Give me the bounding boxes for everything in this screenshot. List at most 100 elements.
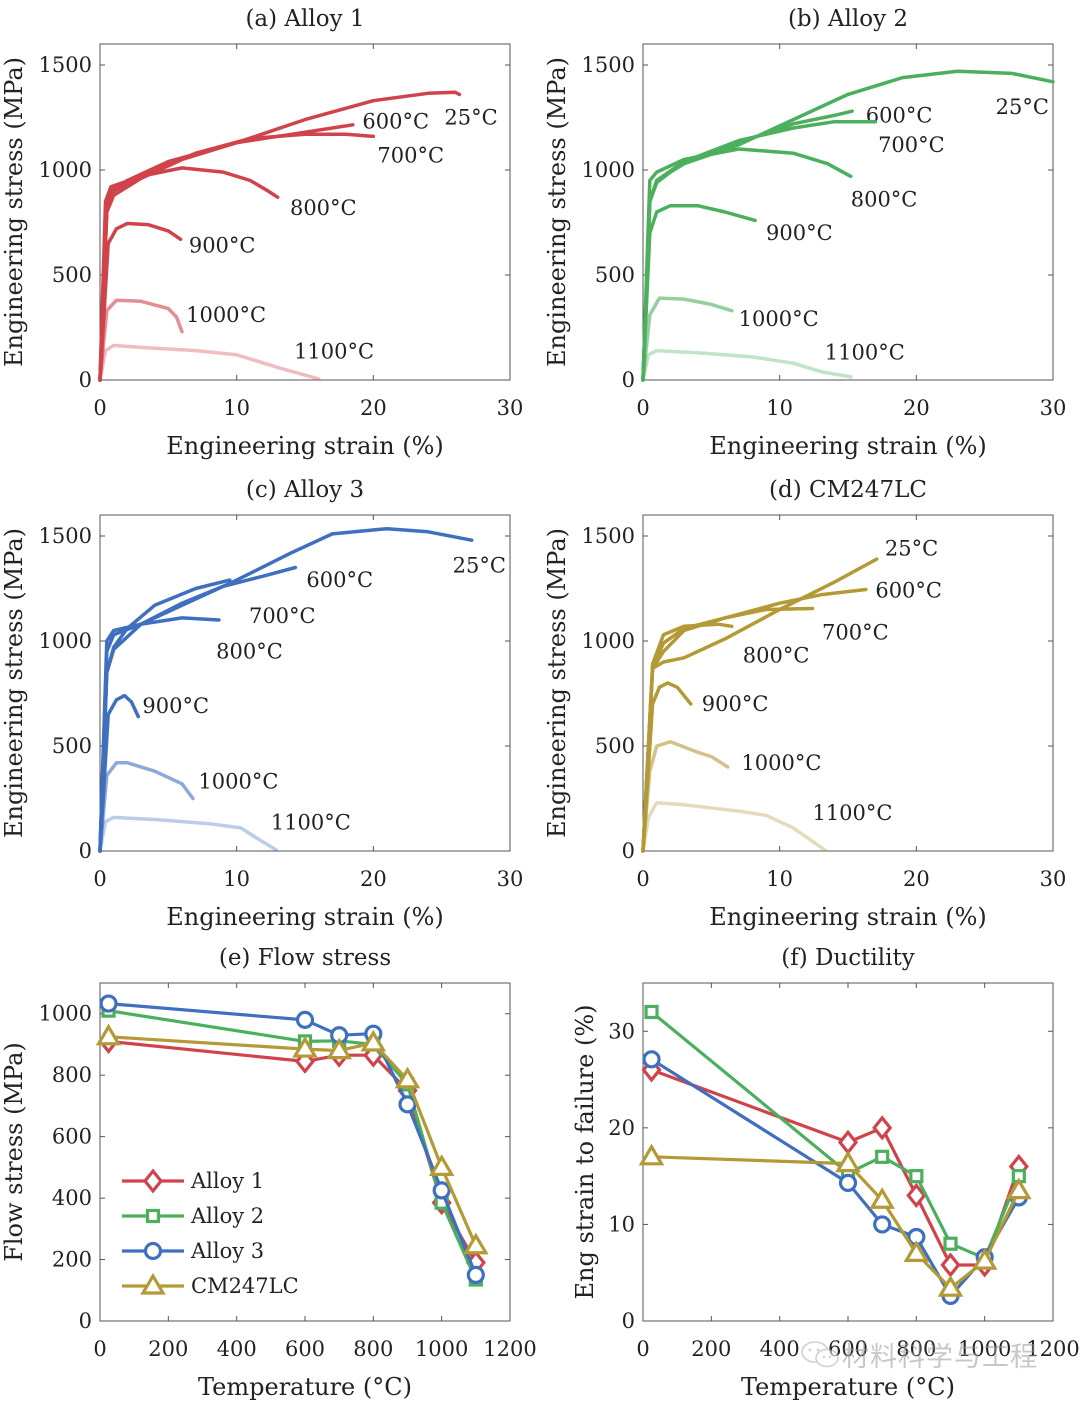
curve-label: 600°C [362,110,429,134]
curve-label: 900°C [142,694,209,718]
y-tick-label: 600 [52,1125,92,1149]
x-tick-label: 30 [497,867,524,891]
marker-circle [99,994,118,1013]
y-axis-label: Eng strain to failure (%) [571,1004,599,1299]
y-tick-label: 0 [79,839,92,863]
y-tick-label: 0 [622,839,635,863]
marker-triangle [428,1154,455,1176]
curve-label: 1000°C [741,751,821,775]
curve-25c [641,69,1055,382]
curve-label: 1000°C [198,770,278,794]
x-tick-label: 30 [1040,867,1067,891]
y-tick-label: 0 [79,1309,92,1333]
series-cm247lc [638,1143,1032,1297]
chart-title: (a) Alloy 1 [245,6,364,32]
x-tick-label: 600 [828,1337,868,1361]
y-tick-label: 400 [52,1186,92,1210]
marker-circle [295,1010,315,1029]
curve-label: 800°C [743,644,810,668]
curve-900c [641,681,693,853]
curve-label: 800°C [216,640,283,664]
marker-diamond [837,1129,859,1155]
x-tick-label: 20 [360,867,387,891]
x-tick-label: 400 [217,1337,257,1361]
y-tick-label: 500 [52,263,92,287]
x-tick-label: 1000 [958,1337,1011,1361]
marker-triangle [638,1143,665,1166]
series-line [650,1057,1021,1298]
marker-square [943,1236,958,1251]
curve-label: 700°C [878,133,945,157]
x-tick-label: 600 [285,1337,325,1361]
series-line [108,1039,478,1264]
curve-label: 1100°C [825,341,905,365]
x-tick-label: 20 [903,396,930,420]
x-tick-label: 10 [766,867,793,891]
chart-d: (d) CM247LC 0 10 20 30 0 500 1000 1500 Engineerin… [543,477,1066,931]
chart-b: (b) Alloy 2 0 10 20 30 0 500 1000 1500 Engineerin… [543,6,1066,460]
x-tick-label: 20 [360,396,387,420]
curve-700c [98,132,376,382]
chart-a: (a) Alloy 1 0 10 20 30 0 500 1000 1500 Engineerin… [0,6,523,460]
x-tick-label: 10 [223,867,250,891]
marker-triangle [140,1272,166,1295]
y-tick-label: 1000 [582,158,635,182]
curve-800c [641,147,853,382]
series-line [108,1009,478,1281]
x-axis-label: Engineering strain (%) [709,903,987,931]
curve-label: 25°C [996,95,1049,119]
curve-25c [98,526,474,853]
marker-circle [873,1215,892,1234]
y-axis-label: Engineering stress (MPa) [0,528,28,838]
curve-1000c [641,296,734,382]
curve-label: 25°C [453,553,506,577]
chart-title: (f) Ductility [781,945,914,971]
y-tick-label: 1500 [39,53,92,77]
x-axis-label: Engineering strain (%) [166,903,444,931]
curve-1000c [641,740,730,853]
curve-1100c [641,348,853,382]
x-tick-label: 0 [93,1337,106,1361]
x-tick-label: 10 [223,396,250,420]
marker-diamond [906,1182,927,1209]
curve-1000c [98,298,184,382]
curve-label: 1000°C [739,307,819,331]
y-tick-label: 1500 [39,524,92,548]
curve-label: 25°C [444,106,497,130]
y-tick-label: 20 [608,1116,635,1140]
y-tick-label: 500 [595,263,635,287]
marker-triangle [903,1240,930,1263]
y-tick-label: 0 [622,368,635,392]
marker-triangle [292,1035,318,1058]
y-tick-label: 1000 [39,158,92,182]
y-tick-label: 1000 [39,1002,92,1026]
curve-label: 25°C [885,537,938,561]
legend-label: CM247LC [191,1274,299,1298]
marker-circle [432,1181,451,1200]
y-tick-label: 1500 [582,524,635,548]
y-tick-label: 200 [52,1248,92,1272]
marker-square [145,1208,161,1224]
x-tick-label: 800 [353,1337,393,1361]
marker-triangle [360,1029,387,1052]
plot-frame [99,43,511,381]
curve-label: 600°C [875,579,942,603]
curve-1100c [98,815,279,853]
x-tick-label: 30 [497,396,524,420]
curve-900c [98,221,183,382]
plot-frame [99,514,511,852]
marker-circle [143,1241,163,1261]
legend: Alloy 1 Alloy 2 Alloy 3 CM247LC [122,1168,299,1298]
y-tick-label: 800 [52,1063,92,1087]
curve-label: 700°C [822,621,889,645]
chart-title: (d) CM247LC [769,477,927,503]
series-alloy-2 [644,1004,1026,1266]
x-tick-label: 20 [903,867,930,891]
x-tick-label: 400 [760,1337,800,1361]
x-tick-label: 800 [896,1337,936,1361]
curve-label: 900°C [766,221,833,245]
marker-circle [642,1050,661,1069]
y-tick-label: 10 [608,1212,635,1236]
chart-f: (f) Ductility 0 200 400 600 800 1000 1200 0 10 20 3… [571,945,1080,1401]
